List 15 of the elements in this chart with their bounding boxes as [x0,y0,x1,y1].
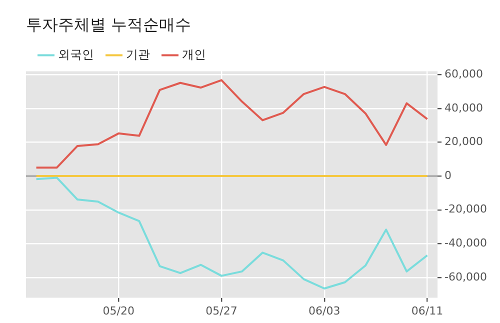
y-tick-label: -20,000 [444,202,488,216]
y-tick-label: 20,000 [444,135,484,148]
legend-label: 외국인 [58,47,94,62]
legend-label: 개인 [182,47,206,62]
y-tick-label: -40,000 [444,236,488,250]
x-tick-label: 06/11 [411,304,444,318]
x-tick-label: 06/03 [308,304,340,318]
legend-label: 기관 [126,47,150,62]
x-tick-label: 05/27 [206,304,238,318]
y-tick-label: 0 [444,168,452,182]
y-tick-label: 60,000 [444,67,484,80]
x-tick-label: 05/20 [102,304,134,318]
chart-title: 투자주체별 누적순매수 [26,14,192,34]
y-tick-label: -60,000 [444,270,488,284]
y-tick-label: 40,000 [444,101,484,114]
